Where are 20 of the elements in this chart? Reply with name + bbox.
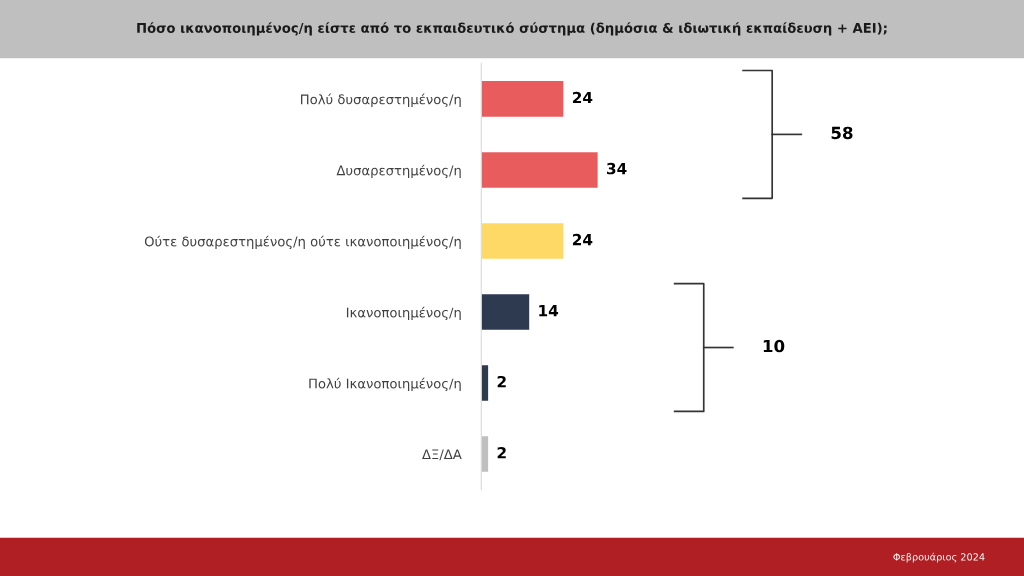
data-label: 34 bbox=[607, 162, 627, 175]
data-label: 24 bbox=[572, 233, 593, 246]
y-tick-label: Ούτε δυσαρεστημένος/η ούτε ικανοποιημένος/η bbox=[144, 235, 461, 250]
bar bbox=[481, 294, 530, 330]
text: Φεβρουάριος 2024 bbox=[893, 552, 985, 563]
chart-title: Πόσο ικανοποιημένος/η είστε από το εκπαιδευτικό σύστημα (δημόσια & ιδιωτική εκπαίδευση + ΑΕΙ); bbox=[137, 22, 887, 36]
y-tick-label: ΔΞ/ΔΑ bbox=[422, 449, 462, 461]
y-tick-label: Δυσαρεστημένος/η bbox=[336, 164, 461, 178]
y-tick-label: Πολύ Ικανοποιημένος/η bbox=[309, 377, 461, 392]
bar bbox=[481, 223, 564, 259]
bar bbox=[481, 81, 564, 117]
text: 58 bbox=[831, 126, 853, 140]
y-tick-label: Ικανοποιημένος/η bbox=[346, 306, 461, 321]
data-label: 2 bbox=[497, 375, 506, 388]
bar bbox=[481, 152, 598, 188]
y-tick-label: Πολύ δυσαρεστημένος/η bbox=[301, 93, 461, 107]
data-label: 24 bbox=[572, 91, 593, 104]
data-label: 2 bbox=[497, 446, 506, 459]
text: 10 bbox=[763, 339, 785, 353]
data-label: 14 bbox=[539, 305, 559, 317]
